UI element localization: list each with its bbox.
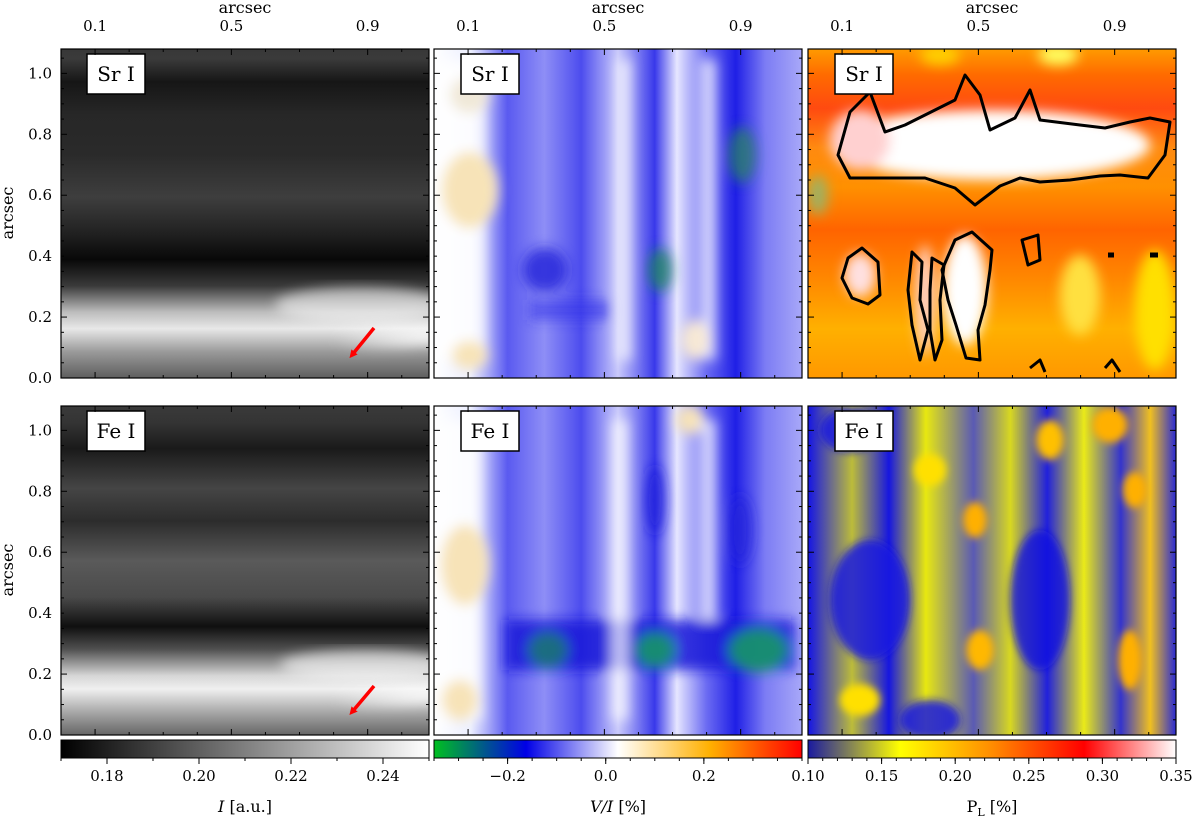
colorbar-tick-label: 0.20 xyxy=(938,767,971,785)
panel-label-fe-intensity: Fe I xyxy=(86,410,146,452)
axes: 0.1 0.5 0.9 0.0 0.2 0.4 0.6 0.8 1.0 0.1 0.5 0.9 0.1 0… xyxy=(28,17,1176,744)
x-tick-label: 0.5 xyxy=(219,17,243,35)
heatmap-fe-linear-pol xyxy=(808,406,1176,735)
y-tick-label: 1.0 xyxy=(28,64,52,82)
colorbar-tick-label: 0.0 xyxy=(594,767,618,785)
colorbar-tick-label: 0.22 xyxy=(274,767,307,785)
svg-text:Sr I: Sr I xyxy=(845,62,883,86)
colorbar-tick-label: 0.30 xyxy=(1086,767,1119,785)
heatmap-fe-intensity xyxy=(61,406,429,735)
colorbar-label-stokes-v: V/I [%] xyxy=(590,797,646,816)
y-tick-label: 0.2 xyxy=(28,308,52,326)
y-tick-label: 0.4 xyxy=(28,604,52,622)
y-tick-label: 1.0 xyxy=(28,421,52,439)
top-axis-title-right: arcsec xyxy=(966,0,1019,17)
y-axis-title-bottom: arcsec xyxy=(0,544,17,597)
x-tick-label: 0.1 xyxy=(830,17,854,35)
colorbar-tick-label: 0.24 xyxy=(366,767,399,785)
svg-text:Fe I: Fe I xyxy=(471,419,510,443)
colorbar-intensity: 0.18 0.20 0.22 0.24 I [a.u.] xyxy=(60,739,430,816)
red-arrow-icon xyxy=(349,684,376,716)
panel-label-sr-stokes-v: Sr I xyxy=(460,53,520,95)
colorbar-linear-pol: 0.10 0.15 0.20 0.25 0.30 0.35 PL [%] xyxy=(791,739,1193,819)
y-tick-label: 0.6 xyxy=(28,186,52,204)
y-tick-label: 0.2 xyxy=(28,665,52,683)
heatmap-sr-intensity xyxy=(61,49,429,378)
y-tick-label: 0.4 xyxy=(28,247,52,265)
y-tick-label: 0.8 xyxy=(28,125,52,143)
heatmap-sr-linear-pol xyxy=(808,49,1176,378)
panel-label-fe-stokes-v: Fe I xyxy=(460,410,520,452)
heatmap-fe-stokes-v xyxy=(434,406,802,735)
x-tick-label: 0.1 xyxy=(456,17,480,35)
x-tick-label: 0.5 xyxy=(966,17,990,35)
colorbar-tick-label: 0.25 xyxy=(1012,767,1045,785)
x-tick-label: 0.9 xyxy=(356,17,380,35)
top-axis-title-left: arcsec xyxy=(219,0,272,17)
colorbar-tick-label: −0.2 xyxy=(489,767,525,785)
red-arrow-icon xyxy=(349,326,376,359)
colorbar-label-intensity: I [a.u.] xyxy=(217,797,272,816)
x-tick-label: 0.9 xyxy=(1103,17,1127,35)
svg-text:Sr I: Sr I xyxy=(97,62,135,86)
top-axis-title-middle: arcsec xyxy=(592,0,645,17)
panel-label-sr-intensity: Sr I xyxy=(86,53,146,95)
x-tick-label: 0.5 xyxy=(592,17,616,35)
panel-label-fe-linear-pol: Fe I xyxy=(834,410,894,452)
x-tick-label: 0.1 xyxy=(83,17,107,35)
colorbar-tick-label: 0.10 xyxy=(791,767,824,785)
colorbar-tick-label: 0.35 xyxy=(1159,767,1192,785)
colorbar-label-linear-pol: PL [%] xyxy=(967,797,1018,819)
colorbar-tick-label: 0.2 xyxy=(692,767,716,785)
svg-text:Fe I: Fe I xyxy=(845,419,884,443)
y-tick-label: 0.8 xyxy=(28,482,52,500)
y-tick-label: 0.6 xyxy=(28,543,52,561)
y-axis-title-top: arcsec xyxy=(0,187,17,240)
panel-label-sr-linear-pol: Sr I xyxy=(834,53,894,95)
svg-text:Sr I: Sr I xyxy=(471,62,509,86)
colorbar-tick-label: 0.20 xyxy=(182,767,215,785)
colorbar-tick-label: 0.15 xyxy=(865,767,898,785)
y-tick-label: 0.0 xyxy=(28,726,52,744)
colorbar-stokes-v: −0.2 0.0 0.2 V/I [%] xyxy=(433,739,803,816)
x-tick-label: 0.9 xyxy=(729,17,753,35)
colorbar-tick-label: 0.18 xyxy=(90,767,123,785)
heatmap-sr-stokes-v xyxy=(434,49,802,378)
svg-text:Fe I: Fe I xyxy=(97,419,136,443)
y-tick-label: 0.0 xyxy=(28,369,52,387)
